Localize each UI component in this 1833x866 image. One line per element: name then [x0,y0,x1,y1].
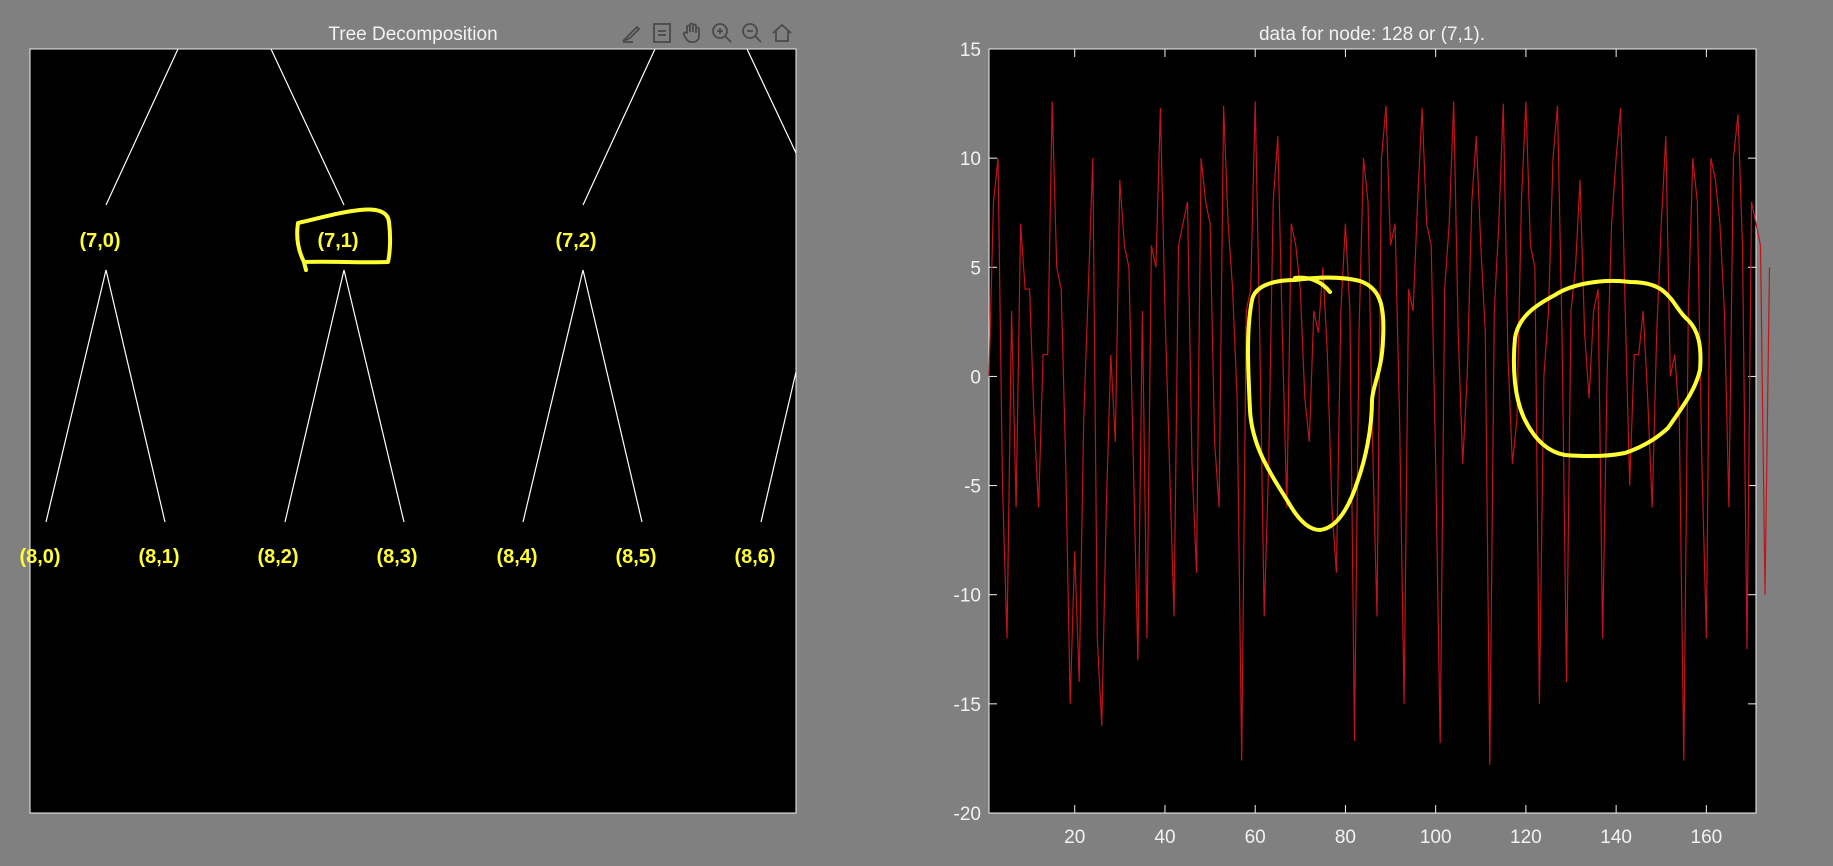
tree-node-8-3[interactable]: (8,3) [376,546,417,568]
x-tick-label: 160 [1691,827,1723,848]
tree-node-8-4[interactable]: (8,4) [496,546,537,568]
selected-node-highlight [295,207,393,272]
y-tick-label: 0 [970,367,981,388]
tree-nodes-level7: (7,0) (7,1) (7,2) [79,230,596,252]
tree-edge [582,269,643,523]
tree-edge [746,48,797,154]
tree-node-7-1[interactable]: (7,1) [317,230,358,252]
data-tips-tool-button[interactable] [648,19,676,47]
tree-edge [105,48,179,206]
restore-view-tool-button[interactable] [768,19,796,47]
tree-edge [284,269,345,523]
tree-panel-title: Tree Decomposition [328,24,498,45]
tree-edge [343,269,405,523]
x-tick-label: 120 [1510,827,1542,848]
tree-node-8-0[interactable]: (8,0) [19,546,60,568]
signal-panel-title: data for node: 128 or (7,1). [1258,24,1486,45]
zoom-in-icon [712,23,732,43]
y-tick-label: -20 [954,804,981,825]
pan-hand-icon [682,22,700,43]
tree-node-7-0[interactable]: (7,0) [79,230,120,252]
zoom-in-tool-button[interactable] [708,19,736,47]
home-icon [772,23,792,42]
x-tick-label: 40 [1154,827,1175,848]
tree-node-8-1[interactable]: (8,1) [138,546,179,568]
x-tick-label: 80 [1335,827,1356,848]
y-tick-label: 15 [960,40,981,61]
tree-node-8-2[interactable]: (8,2) [257,546,298,568]
tree-axes-background [29,48,797,814]
tree-nodes-level8: (8,0) (8,1) (8,2) (8,3) (8,4) (8,5) (8,6… [19,546,775,568]
pan-tool-button[interactable] [678,19,706,47]
x-axis-ticks: 20 40 60 80 100 120 140 160 [1064,49,1722,848]
y-tick-label: -5 [964,477,981,498]
brush-icon [621,25,641,43]
tree-edges [45,48,797,523]
brush-tool-button[interactable] [618,19,646,47]
tree-edge [522,269,584,523]
tree-node-8-5[interactable]: (8,5) [615,546,656,568]
zoom-out-icon [742,23,762,43]
tree-edge [270,48,345,206]
y-tick-label: 5 [970,258,981,279]
y-tick-label: -10 [954,586,981,607]
tree-edge [760,371,797,523]
y-tick-label: -15 [954,695,981,716]
x-tick-label: 60 [1245,827,1266,848]
annotation-circle-left [1246,275,1386,532]
signal-series-line [988,101,1771,766]
tree-node-8-6[interactable]: (8,6) [734,546,775,568]
x-tick-label: 140 [1600,827,1632,848]
x-tick-label: 20 [1064,827,1085,848]
tree-edge [45,269,107,523]
x-tick-label: 100 [1420,827,1452,848]
data-tips-icon [653,23,671,43]
y-axis-ticks: -20 -15 -10 -5 0 5 10 15 [954,40,1756,825]
tree-edge [582,48,656,206]
zoom-out-tool-button[interactable] [738,19,766,47]
axes-toolbar [618,18,796,48]
tree-node-7-2[interactable]: (7,2) [555,230,596,252]
y-tick-label: 10 [960,149,981,170]
tree-edge [105,269,166,523]
annotation-circle-right [1511,278,1703,459]
